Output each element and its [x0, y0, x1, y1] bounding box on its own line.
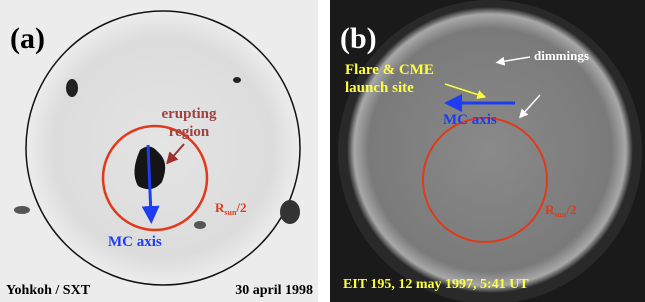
- figure: (a) erupting region MC axis Rsun/2 Yohko…: [0, 0, 645, 302]
- bright-point: [280, 200, 300, 224]
- axis-label: MC axis: [443, 112, 497, 128]
- bright-point: [14, 206, 30, 214]
- region-label: erupting: [161, 106, 217, 122]
- panel-label: (b): [340, 22, 377, 55]
- panel-label: (a): [10, 22, 45, 55]
- dimmings-label: dimmings: [534, 48, 589, 63]
- solar-disk: [347, 7, 633, 293]
- bright-point: [66, 79, 78, 97]
- radius-sub: sun: [554, 210, 567, 219]
- radius-sub: sun: [224, 208, 237, 217]
- instrument-label: Yohkoh / SXT: [6, 283, 91, 298]
- site-label: Flare & CME: [345, 62, 434, 78]
- solar-limb: [26, 11, 300, 285]
- radius-tail: /2: [235, 200, 246, 215]
- page: (a) erupting region MC axis Rsun/2 Yohko…: [0, 0, 645, 302]
- radius-tail: /2: [565, 202, 576, 217]
- bright-point: [194, 221, 206, 229]
- panel-a: (a) erupting region MC axis Rsun/2 Yohko…: [0, 0, 318, 302]
- axis-label: MC axis: [108, 234, 162, 250]
- site-label: launch site: [345, 80, 414, 96]
- caption: EIT 195, 12 may 1997, 5:41 UT: [343, 277, 529, 292]
- bright-point: [233, 77, 241, 83]
- date-label: 30 april 1998: [235, 283, 313, 298]
- region-label: region: [169, 124, 210, 140]
- panel-b: (b) Flare & CME launch site dimmings MC …: [330, 0, 645, 302]
